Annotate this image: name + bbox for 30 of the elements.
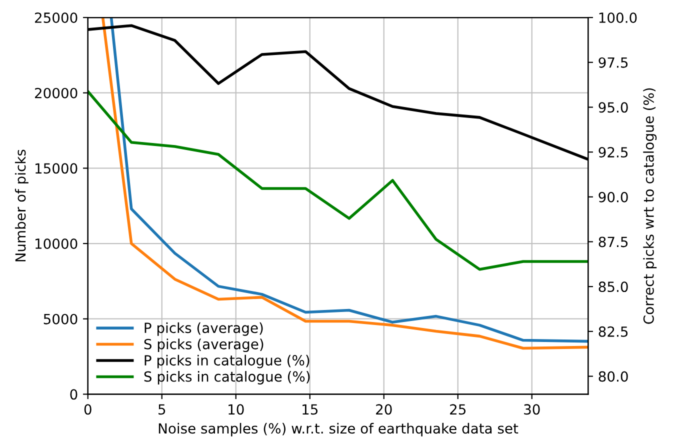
x-tick-label: 15 [302,404,318,415]
legend-label: P picks in catalogue (%) [144,354,310,368]
legend-label: P picks (average) [144,322,263,336]
x-axis-title: Noise samples (%) w.r.t. size of earthquake data set [158,422,518,436]
y2-tick-label: 92.5 [598,147,628,158]
y-tick-label: 25000 [34,12,78,23]
y-tick-label: 10000 [36,238,78,249]
legend-label: S picks (average) [144,338,264,352]
legend-label: S picks in catalogue (%) [144,371,310,384]
y-tick-label: 0 [70,389,78,400]
y2-tick-label: 82.5 [598,326,628,337]
y2-tick-label: 95.0 [598,102,628,113]
x-tick-label: 25 [450,404,466,415]
x-tick-label: 0 [84,404,92,415]
x-tick-label: 30 [524,404,540,415]
y2-tick-label: 100.0 [599,12,637,23]
y-tick-label: 15000 [36,163,78,174]
y2-tick-label: 90.0 [598,192,628,202]
y2-tick-label: 85.0 [598,282,628,292]
y-axis-title: Number of picks [14,150,28,262]
x-tick-label: 20 [376,404,392,415]
y2-tick-label: 87.5 [598,236,628,248]
y2-tick-label: 97.5 [598,57,628,68]
y2-tick-label: 80.0 [598,371,628,382]
x-tick-label: 10 [228,404,244,415]
y-tick-label: 20000 [34,88,78,98]
y-tick-label: 5000 [44,314,78,324]
line-series [88,90,588,271]
x-tick-label: 5 [158,404,166,415]
y2-axis-title: Correct picks wrt to catalogue (%) [643,88,657,324]
